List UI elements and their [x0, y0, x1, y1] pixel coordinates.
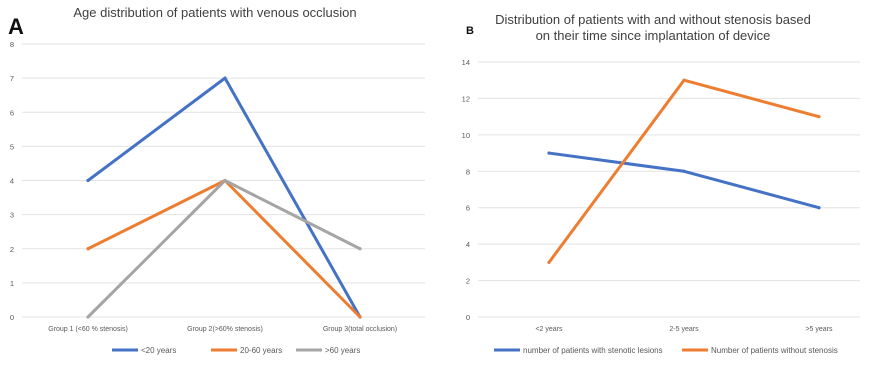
x-tick-label: Group 1 (<60 % stenosis) — [48, 326, 128, 333]
data-point — [86, 247, 90, 251]
y-tick-label: 2 — [10, 245, 14, 254]
chart-title: on their time since implantation of devi… — [536, 28, 771, 43]
data-point — [817, 206, 821, 210]
y-tick-label: 7 — [10, 74, 14, 83]
data-point — [682, 169, 686, 173]
x-tick-label: Group 2(>60% stenosis) — [187, 326, 263, 333]
y-tick-label: 5 — [10, 142, 14, 151]
y-tick-label: 8 — [10, 40, 14, 49]
y-tick-label: 10 — [462, 131, 470, 140]
data-point — [682, 78, 686, 82]
panel-label: B — [466, 25, 474, 37]
x-tick-label: Group 3(total occlusion) — [323, 326, 397, 333]
x-tick-label: >5 years — [805, 326, 833, 333]
data-point — [547, 151, 551, 155]
legend-label: <20 years — [141, 346, 176, 355]
x-tick-label: 2-5 years — [669, 326, 699, 333]
x-tick-label: <2 years — [535, 326, 563, 333]
y-tick-label: 0 — [466, 313, 470, 322]
series-line — [547, 151, 821, 210]
y-tick-label: 14 — [462, 58, 470, 67]
data-point — [358, 247, 362, 251]
data-point — [86, 315, 90, 319]
data-point — [358, 315, 362, 319]
y-tick-label: 3 — [10, 211, 14, 220]
chart-title: Distribution of patients with and withou… — [495, 12, 811, 27]
data-point — [547, 260, 551, 264]
legend-label: >60 years — [325, 346, 360, 355]
y-tick-label: 1 — [10, 279, 14, 288]
chart-panel-a: A Age distribution of patients with venou… — [8, 5, 425, 355]
legend-label: Number of patients without stenosis — [711, 346, 838, 355]
y-tick-label: 0 — [10, 313, 14, 322]
y-tick-label: 4 — [466, 240, 470, 249]
y-tick-label: 2 — [466, 277, 470, 286]
chart-panel-b: B Distribution of patients with and witho… — [462, 12, 860, 355]
data-point — [86, 178, 90, 183]
data-point — [817, 115, 821, 119]
y-tick-label: 4 — [10, 177, 14, 186]
y-tick-label: 6 — [10, 108, 14, 117]
series-line — [86, 76, 362, 319]
y-tick-label: 8 — [466, 167, 470, 176]
y-tick-label: 6 — [466, 204, 470, 213]
legend-label: 20-60 years — [240, 346, 282, 355]
data-point — [223, 178, 227, 183]
legend-label: number of patients with stenotic lesions — [523, 346, 663, 355]
panel-label: A — [8, 14, 24, 39]
y-tick-label: 12 — [462, 94, 470, 103]
chart-title: Age distribution of patients with venous… — [73, 5, 356, 20]
data-point — [223, 76, 227, 80]
